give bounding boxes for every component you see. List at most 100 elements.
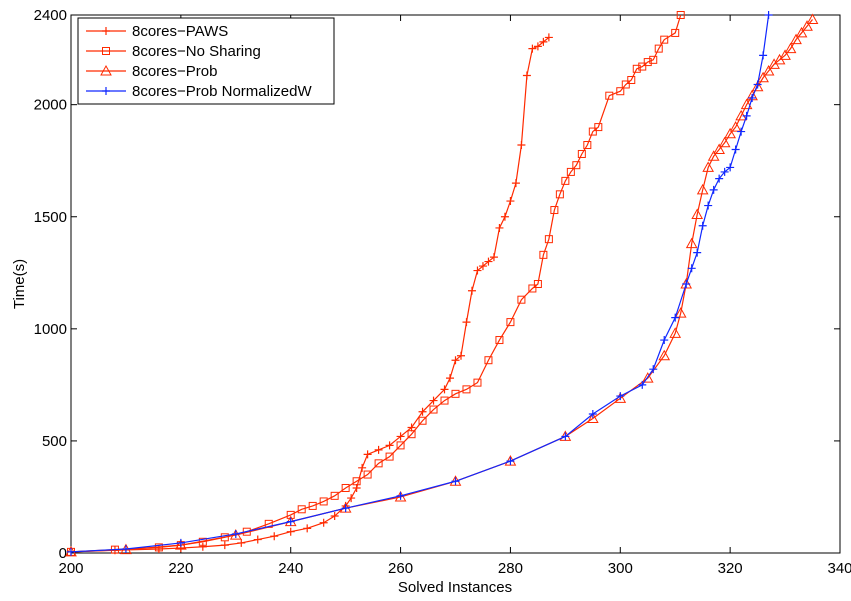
y-tick-label: 1000 bbox=[34, 321, 67, 338]
data-point bbox=[533, 42, 542, 51]
data-point bbox=[632, 64, 641, 73]
x-tick-label: 200 bbox=[58, 560, 83, 577]
data-point bbox=[358, 463, 367, 472]
data-point bbox=[363, 450, 372, 459]
data-point bbox=[473, 378, 482, 387]
data-point bbox=[528, 44, 537, 53]
data-point bbox=[801, 20, 813, 31]
data-point bbox=[720, 167, 729, 176]
data-point bbox=[762, 65, 775, 76]
legend: 8cores−PAWS 8cores−No Sharing 8cores−Prob 8… bbox=[77, 17, 335, 105]
data-point bbox=[795, 26, 808, 38]
data-point bbox=[352, 477, 361, 486]
data-point bbox=[726, 163, 735, 172]
data-point bbox=[484, 257, 493, 266]
data-point bbox=[517, 141, 526, 150]
data-point bbox=[583, 141, 592, 150]
data-point bbox=[308, 501, 317, 510]
data-point bbox=[429, 405, 438, 414]
y-tick-label: 0 bbox=[59, 545, 67, 562]
y-tick-label: 2400 bbox=[34, 7, 67, 24]
data-point bbox=[605, 91, 614, 100]
data-point bbox=[121, 544, 130, 553]
data-point bbox=[715, 174, 724, 183]
data-point bbox=[702, 161, 715, 172]
data-point bbox=[658, 349, 671, 361]
data-point bbox=[539, 37, 548, 46]
data-point bbox=[682, 280, 691, 288]
data-point bbox=[456, 351, 465, 360]
data-point bbox=[330, 512, 339, 521]
data-point bbox=[674, 307, 687, 318]
data-point bbox=[418, 407, 427, 416]
x-tick-label: 280 bbox=[498, 560, 523, 577]
data-point bbox=[220, 541, 229, 550]
data-point bbox=[175, 539, 187, 550]
data-point bbox=[784, 42, 797, 54]
x-tick-label: 300 bbox=[608, 560, 633, 577]
data-point bbox=[286, 517, 295, 526]
data-point bbox=[737, 127, 746, 136]
data-point bbox=[759, 51, 768, 60]
data-point bbox=[467, 286, 476, 295]
data-point bbox=[696, 183, 709, 195]
data-point bbox=[638, 62, 647, 71]
data-point bbox=[506, 318, 515, 327]
data-point bbox=[764, 11, 773, 19]
y-tick-label: 500 bbox=[42, 433, 67, 450]
data-point bbox=[555, 190, 564, 199]
legend-item: 8cores−PAWS bbox=[86, 23, 228, 40]
data-point bbox=[253, 535, 262, 544]
x-tick-label: 340 bbox=[827, 560, 851, 577]
data-point bbox=[506, 457, 515, 466]
data-point bbox=[418, 416, 427, 425]
data-point bbox=[698, 221, 707, 230]
x-tick-label: 320 bbox=[718, 560, 743, 577]
data-point bbox=[693, 248, 702, 257]
data-point bbox=[495, 223, 504, 232]
data-point bbox=[506, 197, 515, 206]
data-point bbox=[533, 280, 542, 288]
data-point bbox=[544, 33, 553, 42]
data-point bbox=[270, 532, 279, 541]
data-point bbox=[561, 432, 570, 441]
data-point bbox=[669, 327, 682, 338]
data-point bbox=[319, 497, 328, 506]
plot-area bbox=[70, 14, 841, 554]
data-point bbox=[451, 356, 460, 365]
data-point bbox=[718, 136, 731, 148]
y-axis-label: Time(s) bbox=[11, 259, 28, 309]
data-point bbox=[641, 372, 654, 383]
data-point bbox=[347, 494, 356, 503]
data-point bbox=[385, 452, 394, 461]
data-point bbox=[704, 201, 713, 210]
data-point bbox=[511, 179, 520, 188]
data-point bbox=[286, 527, 295, 536]
data-point bbox=[473, 266, 482, 275]
data-point bbox=[237, 538, 246, 547]
data-point bbox=[231, 529, 240, 538]
legend-item: 8cores−Prob bbox=[86, 63, 217, 80]
data-point bbox=[396, 491, 405, 500]
legend-marker bbox=[102, 47, 110, 55]
x-axis-label: Solved Instances bbox=[398, 579, 512, 596]
data-point bbox=[638, 380, 647, 389]
data-point bbox=[709, 185, 718, 194]
data-point bbox=[643, 58, 652, 67]
data-point bbox=[572, 161, 581, 170]
data-point bbox=[691, 208, 704, 220]
data-point bbox=[671, 28, 680, 37]
data-point bbox=[451, 477, 460, 486]
data-point bbox=[297, 505, 306, 514]
data-point bbox=[660, 35, 669, 44]
data-point bbox=[407, 423, 416, 432]
data-point bbox=[742, 111, 751, 120]
data-point bbox=[374, 459, 383, 468]
legend-item: 8cores−Prob NormalizedW bbox=[86, 83, 312, 100]
data-point bbox=[451, 389, 460, 398]
x-tick-label: 220 bbox=[168, 560, 193, 577]
data-point bbox=[198, 542, 207, 551]
data-point bbox=[303, 524, 312, 533]
data-point bbox=[385, 441, 394, 450]
